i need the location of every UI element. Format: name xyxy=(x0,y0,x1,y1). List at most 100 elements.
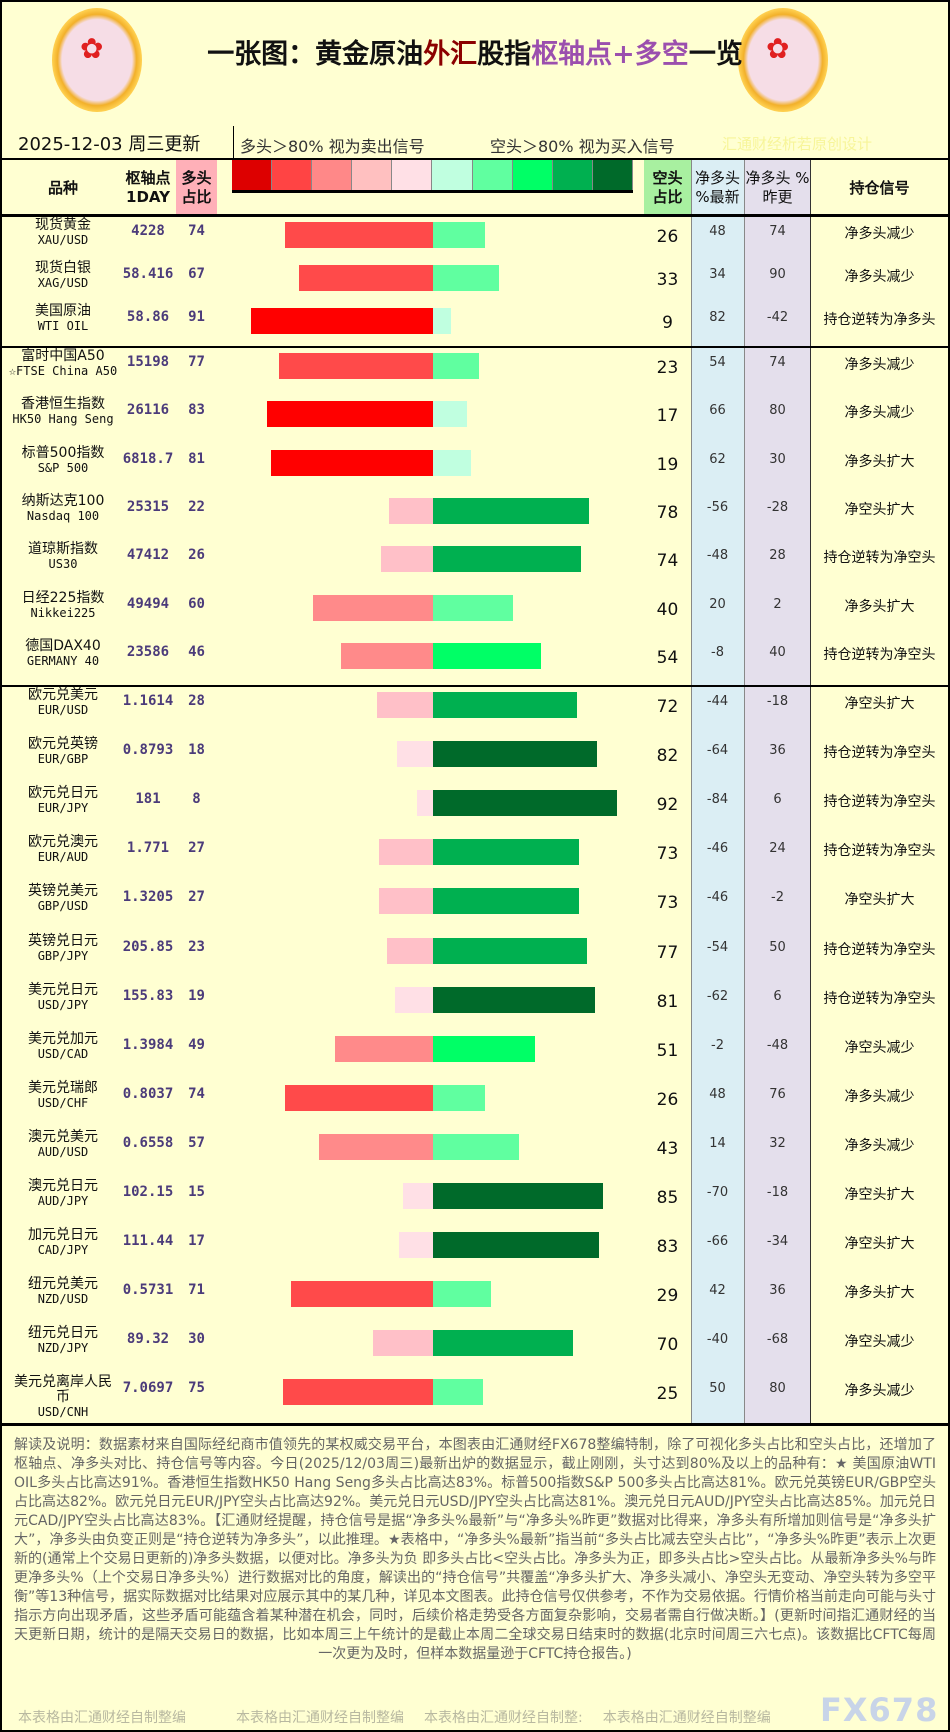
table-row: 标普500指数 S&P 500 6818.7 81 19 62 30 净多头扩大 xyxy=(0,445,950,493)
short-bar xyxy=(433,1281,491,1308)
position-signal: 持仓逆转为净空头 xyxy=(823,745,936,762)
net-long-latest: -64 xyxy=(706,743,729,759)
position-signal: 净多头减少 xyxy=(844,1383,915,1400)
net-long-prev: 40 xyxy=(769,644,786,660)
net-prev-column-bg xyxy=(744,160,811,1425)
legend-swatch xyxy=(352,160,393,190)
pivot-value: 102.15 xyxy=(122,1184,174,1200)
table-bottom-border xyxy=(0,1423,950,1426)
position-signal: 净空头减少 xyxy=(844,1334,915,1351)
instrument-code: GERMANY 40 xyxy=(26,653,100,668)
table-row: 美元兑加元 USD/CAD 1.3984 49 51 -2 -48 净空头减少 xyxy=(0,1031,950,1080)
short-bar xyxy=(433,1133,519,1160)
long-bar xyxy=(291,1281,433,1308)
short-pct: 82 xyxy=(656,746,679,767)
update-date: 2025-12-03 周三更新 xyxy=(18,134,201,155)
table-row: 美元兑离岸人民币 USD/CNH 7.0697 75 25 50 80 净多头减少 xyxy=(0,1374,950,1423)
net-long-prev: 2 xyxy=(773,596,782,612)
short-bar xyxy=(433,741,597,768)
long-bar xyxy=(313,594,433,621)
instrument-code: AUD/JPY xyxy=(37,1194,89,1208)
table-row: 欧元兑澳元 EUR/AUD 1.771 27 73 -46 24 持仓逆转为净空头 xyxy=(0,834,950,883)
short-pct: 19 xyxy=(656,454,679,475)
header-long-pct: 多头 占比 xyxy=(181,169,212,206)
position-signal: 净空头扩大 xyxy=(844,1236,915,1253)
long-pct: 30 xyxy=(188,1331,205,1348)
net-long-prev: 24 xyxy=(769,841,786,857)
instrument-code: USD/CHF xyxy=(37,1095,89,1110)
position-signal: 持仓逆转为净空头 xyxy=(823,794,936,811)
instrument-cn: 道琼斯指数 xyxy=(28,541,98,558)
short-bar xyxy=(433,222,485,248)
pivot-value: 6818.7 xyxy=(122,450,174,467)
table-row: 英镑兑美元 GBP/USD 1.3205 27 73 -46 -2 净空头扩大 xyxy=(0,883,950,932)
pivot-value: 1.3205 xyxy=(122,889,174,906)
short-pct: 43 xyxy=(656,1138,679,1159)
short-pct: 54 xyxy=(656,647,679,668)
net-long-prev: -34 xyxy=(766,1234,789,1250)
instrument-cn: 欧元兑日元 xyxy=(28,785,98,802)
short-pct: 29 xyxy=(656,1286,679,1307)
short-bar xyxy=(433,497,589,524)
net-long-latest: 82 xyxy=(709,310,726,325)
position-signal: 持仓逆转为净空头 xyxy=(823,550,936,567)
legend-long-note: 多头＞80% 视为卖出信号 xyxy=(240,137,425,156)
instrument-cn: 美元兑瑞郎 xyxy=(28,1079,98,1096)
table-row: 日经225指数 Nikkei225 49494 60 40 20 2 净多头扩大 xyxy=(0,590,950,638)
net-long-prev: -42 xyxy=(766,310,789,325)
short-bar xyxy=(433,642,541,669)
short-pct: 33 xyxy=(656,270,679,290)
long-bar xyxy=(285,1084,433,1111)
short-bar xyxy=(433,1232,599,1259)
pivot-value: 1.1614 xyxy=(122,693,174,709)
instrument-code: EUR/USD xyxy=(37,703,89,717)
instrument-code: EUR/GBP xyxy=(37,752,89,767)
table-row: 欧元兑日元 EUR/JPY 181 8 92 -84 6 持仓逆转为净空头 xyxy=(0,785,950,834)
net-long-prev: -48 xyxy=(766,1037,789,1053)
instrument-cn: 美国原油 xyxy=(35,303,91,319)
net-long-prev: 90 xyxy=(769,267,786,282)
legend-swatch xyxy=(472,160,513,190)
long-pct: 74 xyxy=(188,1085,205,1102)
short-bar xyxy=(433,1379,483,1406)
instrument-code: GBP/USD xyxy=(37,899,89,914)
short-pct: 23 xyxy=(656,358,679,378)
instrument-name: 欧元兑日元 EUR/JPY xyxy=(8,786,118,816)
instrument-name: 澳元兑美元 AUD/USD xyxy=(8,1128,118,1160)
net-long-latest: 48 xyxy=(709,224,726,239)
pivot-value: 58.416 xyxy=(122,266,174,282)
color-legend xyxy=(232,160,633,193)
title-part: 股指 xyxy=(477,39,532,70)
net-long-latest: 54 xyxy=(709,355,726,370)
legend-swatch xyxy=(392,160,433,190)
net-long-latest: 42 xyxy=(709,1283,726,1299)
legend-swatch xyxy=(592,160,633,190)
short-pct: 78 xyxy=(656,502,679,523)
net-long-latest: -54 xyxy=(706,939,729,955)
position-signal: 持仓逆转为净空头 xyxy=(823,941,936,958)
pivot-value: 4228 xyxy=(131,223,165,239)
long-pct: 15 xyxy=(188,1184,205,1200)
section-divider xyxy=(0,346,950,348)
net-long-prev: 36 xyxy=(769,1283,786,1299)
net-long-latest: 20 xyxy=(709,596,726,612)
instrument-cn: 英镑兑日元 xyxy=(28,932,98,949)
long-pct: 27 xyxy=(188,889,205,906)
instrument-cn: 澳元兑美元 xyxy=(28,1128,98,1145)
position-signal: 净空头扩大 xyxy=(844,892,915,909)
short-bar xyxy=(433,265,499,291)
net-long-prev: -28 xyxy=(766,499,789,515)
position-signal: 净多头扩大 xyxy=(844,1285,915,1302)
net-long-latest: -84 xyxy=(706,792,729,808)
instrument-code: USD/CAD xyxy=(37,1046,89,1061)
long-bar xyxy=(395,986,433,1013)
table-row: 纳斯达克100 Nasdaq 100 25315 22 78 -56 -28 净空头扩大 xyxy=(0,493,950,541)
design-credit: 汇通财经析若原创设计 xyxy=(722,135,873,153)
instrument-cn: 美元兑加元 xyxy=(28,1030,98,1047)
net-long-prev: 32 xyxy=(769,1135,786,1151)
short-pct: 72 xyxy=(656,697,679,717)
header-bottom-border xyxy=(0,214,950,217)
instrument-cn: 欧元兑英镑 xyxy=(28,736,98,753)
instrument-name: 纽元兑美元 NZD/USD xyxy=(8,1277,118,1307)
